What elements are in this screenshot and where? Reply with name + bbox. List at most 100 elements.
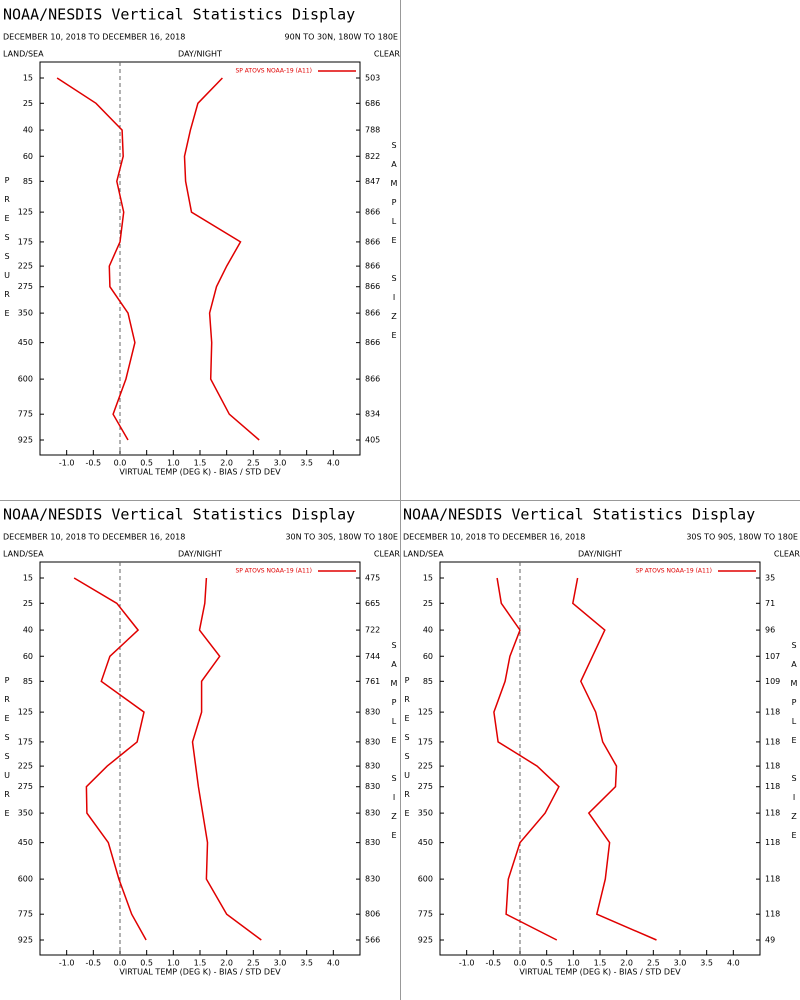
sample-size-label: 503	[365, 74, 380, 83]
x-tick-label: -0.5	[86, 959, 102, 968]
y-tick-label: 225	[418, 762, 433, 771]
bias-line	[56, 77, 136, 441]
corner-label: LAND/SEA	[403, 550, 444, 559]
chart-title: NOAA/NESDIS Vertical Statistics Display	[3, 6, 355, 24]
y-tick-label: 350	[418, 809, 433, 818]
x-tick-label: 2.5	[647, 959, 660, 968]
chart-panel: NOAA/NESDIS Vertical Statistics Display D…	[3, 506, 401, 977]
x-tick-label: 0.5	[140, 459, 153, 468]
sample-size-label: 866	[365, 208, 380, 217]
y-tick-label: 600	[18, 875, 33, 884]
x-tick-label: -1.0	[459, 959, 475, 968]
x-tick-label: 0.0	[114, 959, 127, 968]
y-axis-label: PRESSURE	[3, 676, 12, 828]
x-tick-label: 2.5	[247, 959, 260, 968]
y-tick-label: 450	[418, 838, 433, 847]
x-tick-label: 3.5	[700, 959, 713, 968]
y-tick-label: 60	[423, 652, 433, 661]
y-tick-label: 40	[23, 626, 33, 635]
y-tick-label: 60	[23, 652, 33, 661]
sample-size-label: 566	[365, 936, 380, 945]
sample-size-label: 118	[765, 782, 780, 791]
legend-label: SP ATOVS NOAA-19 (A11)	[635, 568, 712, 575]
chart-panel: NOAA/NESDIS Vertical Statistics Display D…	[3, 6, 401, 477]
y-tick-label: 775	[18, 910, 33, 919]
sample-size-label: 830	[365, 809, 380, 818]
sample-size-label: 866	[365, 375, 380, 384]
y-tick-label: 175	[18, 237, 33, 246]
plot-frame	[39, 61, 361, 456]
sample-size-label: 830	[365, 762, 380, 771]
x-tick-label: 1.0	[167, 959, 180, 968]
y2-axis-label: SAMPLE SIZE	[390, 641, 399, 850]
y-tick-label: 275	[418, 782, 433, 791]
std-dev-line	[571, 577, 657, 941]
sample-size-label: 49	[765, 936, 775, 945]
y2-axis-label: SAMPLE SIZE	[790, 641, 799, 850]
subtitle: DECEMBER 10, 2018 TO DECEMBER 16, 2018	[3, 533, 185, 542]
y-axis-label: PRESSURE	[3, 176, 12, 328]
x-tick-label: 2.0	[220, 459, 233, 468]
y-tick-label: 85	[23, 177, 33, 186]
chart-panel: NOAA/NESDIS Vertical Statistics Display D…	[403, 506, 800, 977]
y-tick-label: 15	[23, 74, 33, 83]
x-tick-label: 4.0	[327, 459, 340, 468]
x-axis-label: VIRTUAL TEMP (DEG K) - BIAS / STD DEV	[519, 968, 681, 977]
legend-label: SP ATOVS NOAA-19 (A11)	[235, 568, 312, 575]
sample-size-label: 35	[765, 574, 775, 583]
y-tick-label: 350	[18, 309, 33, 318]
y-tick-label: 15	[423, 574, 433, 583]
y-tick-label: 925	[18, 436, 33, 445]
y-tick-label: 85	[23, 677, 33, 686]
sample-size-label: 830	[365, 875, 380, 884]
plot-frame	[439, 561, 761, 956]
x-tick-label: 3.0	[274, 459, 287, 468]
sample-size-label: 834	[365, 410, 380, 419]
chart-title: NOAA/NESDIS Vertical Statistics Display	[403, 506, 755, 524]
sample-size-label: 847	[365, 177, 380, 186]
y-tick-label: 125	[418, 708, 433, 717]
y-tick-label: 175	[18, 737, 33, 746]
sample-size-label: 475	[365, 574, 380, 583]
corner-label: CLEAR	[374, 550, 401, 559]
x-axis-label: VIRTUAL TEMP (DEG K) - BIAS / STD DEV	[119, 968, 281, 977]
y-tick-label: 450	[18, 338, 33, 347]
sample-size-label: 761	[365, 677, 380, 686]
x-tick-label: 4.0	[327, 959, 340, 968]
x-tick-label: 0.5	[140, 959, 153, 968]
corner-label: CLEAR	[374, 50, 401, 59]
x-tick-label: 1.0	[567, 959, 580, 968]
x-tick-label: 1.5	[194, 959, 207, 968]
sample-size-label: 830	[365, 708, 380, 717]
sample-size-label: 118	[765, 838, 780, 847]
sample-size-label: 109	[765, 677, 780, 686]
x-tick-label: 0.5	[540, 959, 553, 968]
y-tick-label: 125	[18, 208, 33, 217]
sample-size-label: 71	[765, 599, 775, 608]
sample-size-label: 806	[365, 910, 380, 919]
sample-size-label: 118	[765, 708, 780, 717]
sample-size-label: 107	[765, 652, 780, 661]
x-axis-label: VIRTUAL TEMP (DEG K) - BIAS / STD DEV	[119, 468, 281, 477]
x-tick-label: 4.0	[727, 959, 740, 968]
y-tick-label: 775	[18, 410, 33, 419]
std-dev-line	[183, 77, 260, 441]
x-tick-label: 0.0	[114, 459, 127, 468]
x-tick-label: 1.5	[194, 459, 207, 468]
sample-size-label: 866	[365, 237, 380, 246]
y-tick-label: 40	[23, 126, 33, 135]
y-tick-label: 40	[423, 626, 433, 635]
sample-size-label: 686	[365, 99, 380, 108]
legend-label: SP ATOVS NOAA-19 (A11)	[235, 68, 312, 75]
x-tick-label: -0.5	[86, 459, 102, 468]
sample-size-label: 118	[765, 875, 780, 884]
y-tick-label: 275	[18, 782, 33, 791]
y-tick-label: 225	[18, 762, 33, 771]
bias-line	[73, 577, 147, 941]
y-tick-label: 60	[23, 152, 33, 161]
region: 30N TO 30S, 180W TO 180E	[285, 533, 398, 542]
y-tick-label: 775	[418, 910, 433, 919]
sample-size-label: 822	[365, 152, 380, 161]
sample-size-label: 866	[365, 338, 380, 347]
x-tick-label: 3.5	[300, 959, 313, 968]
